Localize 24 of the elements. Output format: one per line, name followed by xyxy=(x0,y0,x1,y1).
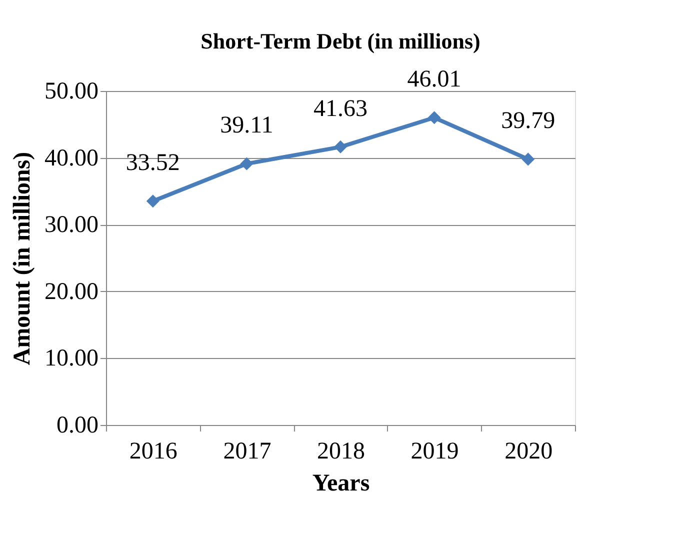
y-tick-label: 30.00 xyxy=(44,212,98,238)
x-tick-label: 2017 xyxy=(223,438,272,464)
data-label: 39.79 xyxy=(501,108,556,134)
x-tick-label: 2018 xyxy=(317,438,365,464)
y-tick-label: 50.00 xyxy=(44,78,98,104)
y-tick-label: 10.00 xyxy=(44,346,98,372)
point xyxy=(428,111,441,124)
x-tick-label: 2019 xyxy=(410,438,459,464)
y-tick-label: 40.00 xyxy=(44,145,98,172)
chart-title: Short-Term Debt (in millions) xyxy=(200,28,480,54)
point xyxy=(146,194,160,208)
y-tick-label: 0.00 xyxy=(56,412,98,438)
point xyxy=(240,157,254,170)
data-label: 33.52 xyxy=(126,150,180,176)
point xyxy=(334,140,348,154)
data-label: 39.11 xyxy=(220,112,274,139)
x-tick-label: 2020 xyxy=(504,438,553,464)
data-label: 41.63 xyxy=(314,96,368,122)
y-axis-title: Amount (in millions) xyxy=(10,152,36,366)
x-axis-title: Years xyxy=(312,470,370,496)
y-tick-label: 20.00 xyxy=(44,278,98,305)
x-tick-label: 2016 xyxy=(129,438,178,464)
data-label: 46.01 xyxy=(407,66,462,93)
point xyxy=(522,152,535,166)
